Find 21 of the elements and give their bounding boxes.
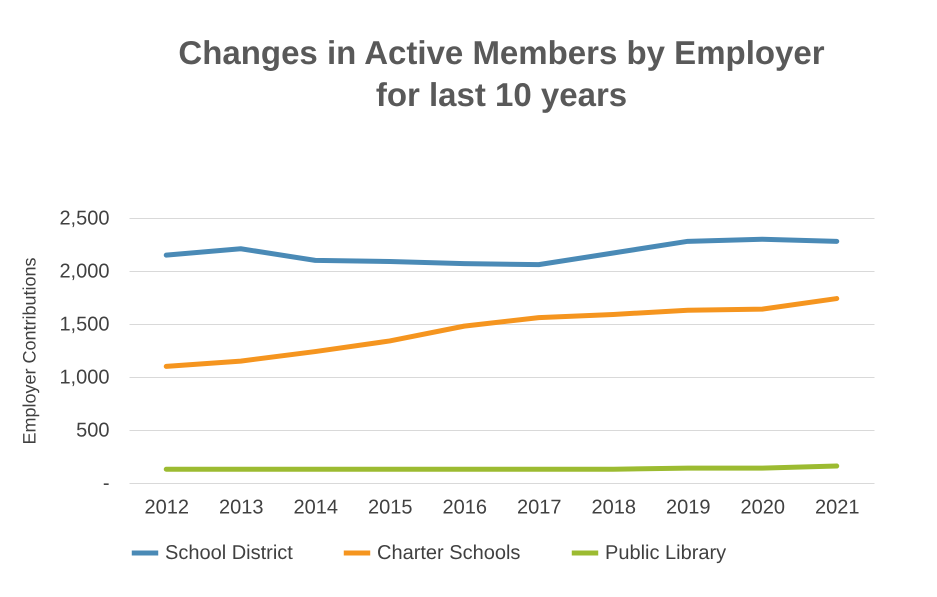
x-tick-label: 2018 (592, 496, 636, 518)
x-tick-label: 2017 (517, 496, 562, 518)
x-tick-label: 2013 (219, 496, 264, 518)
legend-label: School District (165, 542, 294, 564)
y-tick-label: 2,000 (59, 260, 110, 282)
y-tick-label: 500 (76, 420, 110, 442)
legend-label: Public Library (605, 542, 726, 564)
y-tick-label: 2,500 (59, 208, 110, 230)
y-axis-title: Employer Contributions (19, 257, 40, 445)
y-tick-label: - (102, 472, 110, 494)
x-tick-label: 2020 (740, 496, 785, 518)
x-tick-label: 2014 (294, 496, 338, 518)
x-tick-label: 2016 (442, 496, 487, 518)
y-tick-label: 1,500 (59, 314, 110, 336)
x-tick-label: 2015 (368, 496, 412, 518)
chart-title: Changes in Active Members by Employer for last 10 years (178, 34, 825, 113)
x-tick-label: 2019 (666, 496, 710, 518)
x-tick-label: 2021 (815, 496, 860, 518)
x-tick-label: 2012 (144, 496, 189, 518)
y-tick-label: 1,000 (59, 366, 110, 388)
legend-label: Charter Schools (377, 542, 520, 564)
